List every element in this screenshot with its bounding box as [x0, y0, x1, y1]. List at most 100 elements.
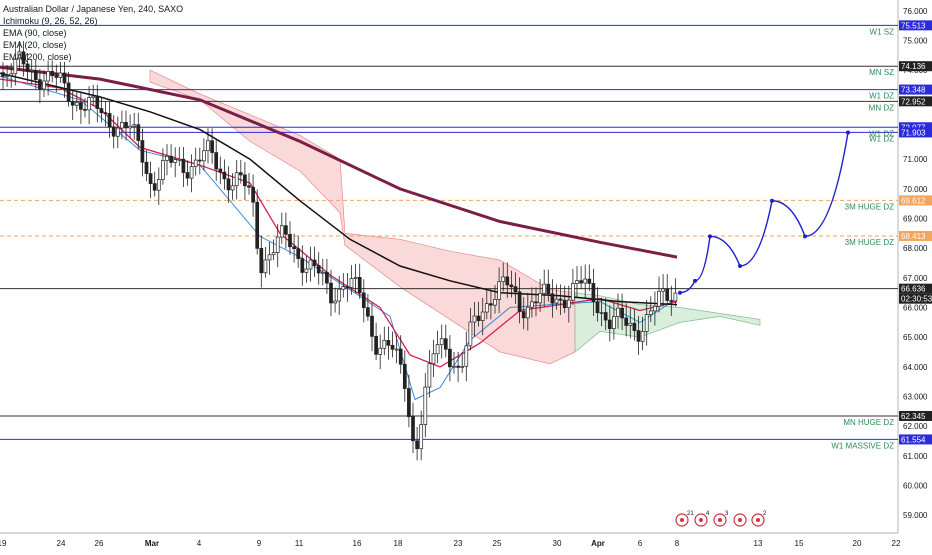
price-badge-bg-9 [899, 410, 932, 421]
candle-body [546, 283, 551, 295]
candle-body [431, 353, 436, 365]
x-tick-label: 15 [795, 539, 804, 548]
event-count: 2 [763, 511, 767, 517]
candle-body [460, 365, 465, 368]
candle-body [124, 121, 128, 129]
x-tick-label: 9 [257, 539, 262, 548]
candle-body [312, 259, 317, 266]
candle-body [189, 166, 194, 179]
ema20-line [0, 78, 678, 368]
candle-body [636, 330, 641, 342]
level-label-5: W1 DZ [869, 134, 894, 143]
candle-body [243, 174, 247, 187]
candle-body [509, 284, 514, 288]
candle-body [144, 161, 149, 174]
price-badge-8: 66.636 [901, 285, 926, 294]
candle-body [345, 286, 350, 288]
candle-body [206, 140, 210, 152]
candle-body [353, 277, 358, 279]
event-marker-dot [718, 518, 722, 522]
candle-body [42, 80, 46, 90]
y-tick-label: 60.000 [903, 482, 928, 491]
candle-body [140, 140, 145, 163]
legend-ichimoku[interactable]: Ichimoku (9, 26, 52, 26) [3, 16, 98, 26]
candle-body [136, 124, 141, 141]
candle-body [579, 280, 583, 284]
candle-body [79, 102, 83, 110]
price-badge-bg-4 [899, 122, 932, 133]
price-badge-6: 69.612 [901, 196, 926, 205]
level-label-2: W1 DZ [869, 92, 894, 101]
candle-body [238, 172, 243, 176]
candle-body [669, 300, 674, 302]
candle-body [423, 386, 428, 425]
candle-body [247, 185, 251, 188]
candle-body [234, 172, 239, 187]
candle-body [251, 186, 255, 203]
x-tick-label: 4 [197, 539, 202, 548]
candle-body [595, 301, 600, 314]
legend-ema90[interactable]: EMA (90, close) [3, 28, 67, 38]
candle-body [99, 108, 104, 114]
x-tick-label: 18 [394, 539, 403, 548]
candle-body [197, 159, 202, 162]
price-badge-bg-2 [899, 84, 932, 95]
candle-body [193, 159, 198, 167]
candle-body [530, 301, 534, 308]
ema90-line [0, 72, 678, 306]
legend-ema20[interactable]: EMA (20, close) [3, 40, 67, 50]
candle-body [419, 424, 424, 450]
candle-body [534, 301, 538, 304]
projection-node [693, 278, 697, 283]
candle-body [407, 388, 411, 417]
candle-body [333, 300, 337, 304]
y-tick-label: 76.000 [903, 7, 928, 16]
candle-body [95, 95, 100, 109]
level-label-6: 3M HUGE DZ [845, 202, 894, 211]
candle-body [275, 236, 280, 253]
candle-body [476, 315, 481, 321]
candle-body [632, 322, 637, 331]
candle-body [222, 171, 227, 180]
countdown-label: 02:30:53 [901, 295, 932, 304]
y-tick-label: 61.000 [903, 452, 928, 461]
candle-body [329, 282, 333, 304]
candle-body [398, 348, 403, 365]
y-tick-label: 59.000 [903, 511, 928, 520]
candle-body [456, 365, 460, 368]
candle-body [50, 71, 55, 77]
candle-body [443, 338, 448, 350]
candle-body [1, 72, 5, 77]
price-badge-3: 72.952 [901, 97, 926, 106]
candle-body [33, 70, 38, 81]
candle-body [103, 112, 108, 115]
candle-body [308, 259, 313, 270]
candle-body [337, 288, 342, 302]
chart-legend: Australian Dollar / Japanese Yen, 240, S… [3, 3, 183, 63]
candle-body [181, 158, 186, 173]
candle-body [165, 155, 169, 161]
candle-body [173, 159, 178, 163]
candle-body [665, 288, 670, 301]
candle-body [489, 303, 493, 306]
candle-body [554, 298, 559, 304]
event-marker-dot [699, 518, 703, 522]
event-count: 4 [706, 511, 710, 517]
price-badge-2: 73.348 [901, 86, 926, 95]
candle-body [468, 321, 473, 347]
candle-body [361, 292, 366, 308]
y-tick-label: 63.000 [903, 393, 928, 402]
candle-body [66, 82, 71, 102]
candle-body [448, 348, 452, 368]
x-tick-label: 19 [0, 539, 7, 548]
candle-body [411, 416, 415, 442]
candle-body [517, 291, 522, 312]
candle-body [259, 248, 264, 274]
price-badge-5: 71.903 [901, 128, 926, 137]
candle-body [132, 124, 137, 127]
candle-body [320, 271, 325, 274]
legend-ema200[interactable]: EMA (200, close) [3, 52, 72, 62]
price-badge-bg-5 [899, 127, 932, 138]
